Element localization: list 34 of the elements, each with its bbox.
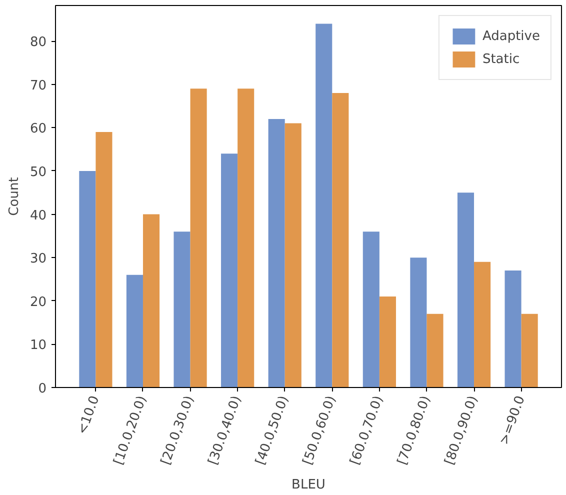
bar	[521, 314, 538, 388]
y-tick-label: 70	[30, 78, 47, 94]
y-tick-label: 10	[30, 338, 47, 354]
y-tick-label: 60	[30, 122, 47, 137]
bar	[174, 232, 190, 388]
y-tick-label: 50	[30, 164, 47, 180]
bar	[268, 118, 285, 388]
y-axis-title: Count	[6, 177, 22, 216]
bar	[332, 92, 349, 388]
x-axis-title: BLEU	[292, 477, 326, 492]
bar	[474, 262, 491, 388]
y-tick-label: 30	[30, 252, 47, 267]
bar	[238, 88, 254, 388]
x-tick-label: <10.0	[75, 394, 103, 436]
y-tick-label: 0	[38, 382, 47, 396]
y-tick-label: 40	[30, 208, 47, 224]
bar	[410, 258, 427, 388]
bar	[362, 232, 380, 388]
bar	[96, 132, 112, 388]
y-tick-label: 20	[30, 294, 47, 310]
bar	[284, 123, 302, 388]
legend-label: Adaptive	[482, 28, 540, 44]
y-tick-label: 80	[30, 35, 47, 50]
bar	[221, 154, 238, 388]
bar	[316, 24, 332, 388]
bar	[379, 296, 396, 388]
bar	[126, 274, 143, 388]
legend-label: Static	[482, 52, 520, 66]
bar	[190, 88, 207, 388]
bar	[457, 192, 474, 388]
bar	[426, 314, 444, 388]
bar	[79, 170, 96, 388]
bar	[504, 270, 522, 388]
bar	[142, 214, 160, 388]
